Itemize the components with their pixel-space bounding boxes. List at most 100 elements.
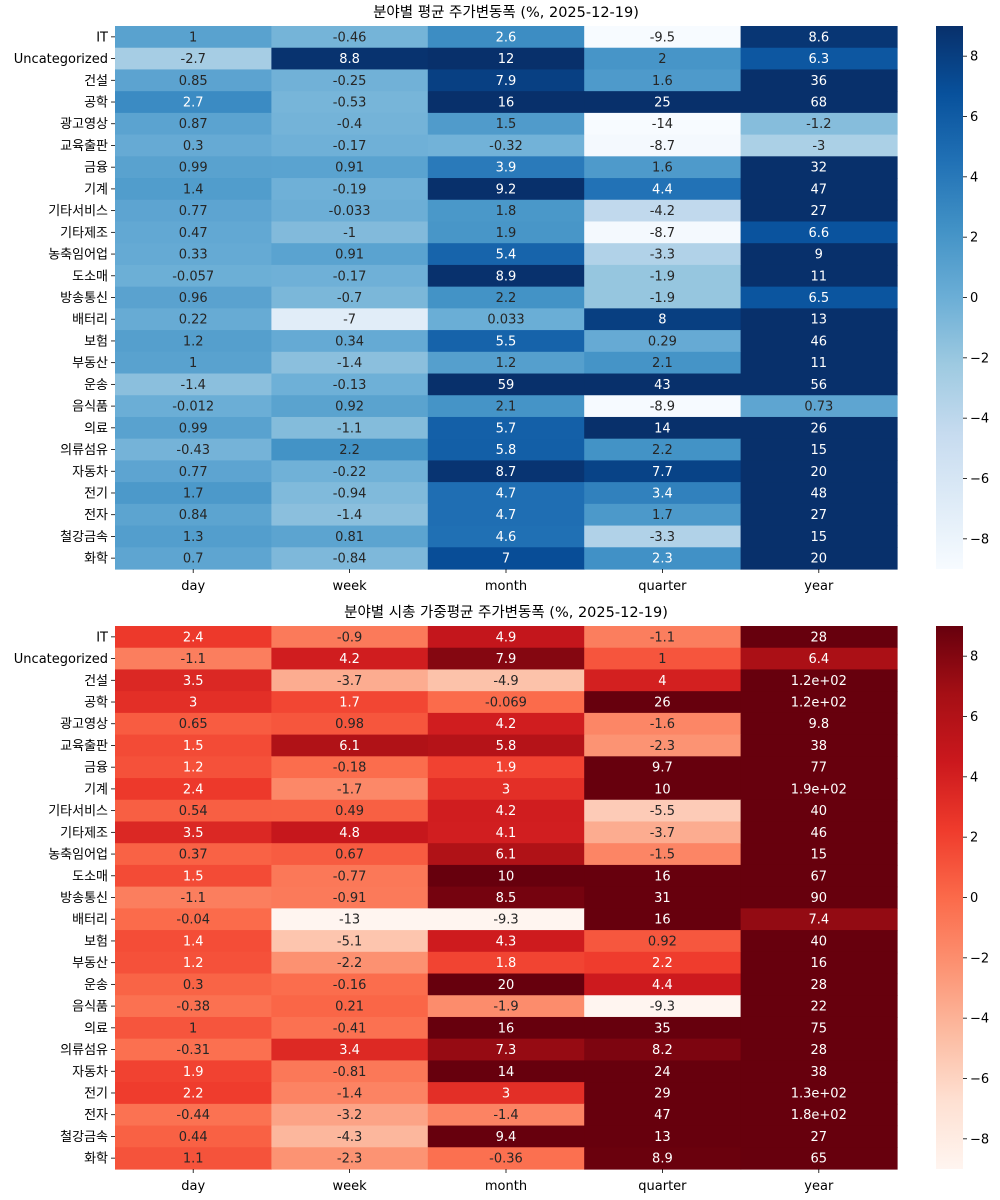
avg-cell-label: -1.4 — [337, 356, 362, 371]
wavg-cell-label: -2.3 — [337, 1152, 362, 1167]
wavg-cell-label: 1.9e+02 — [791, 782, 847, 797]
wavg-cell-label: 0.21 — [335, 1000, 364, 1015]
wavg-cell — [115, 691, 272, 714]
avg-cell-label: 0.77 — [179, 204, 208, 219]
wavg-column-label: quarter — [638, 1179, 687, 1194]
avg-cell — [115, 503, 272, 527]
avg-cell-label: 0.033 — [487, 313, 524, 328]
wavg-cell-label: 9.4 — [496, 1130, 517, 1145]
wavg-cell — [584, 930, 742, 953]
avg-cell — [584, 178, 742, 201]
avg-cell-label: 43 — [654, 378, 671, 393]
wavg-cell-label: 8.2 — [652, 1043, 673, 1058]
wavg-cell-label: 35 — [654, 1021, 671, 1036]
avg-cell — [427, 547, 585, 570]
avg-cell-label: 11 — [811, 269, 828, 284]
wavg-cell — [115, 995, 272, 1018]
avg-cell — [427, 264, 585, 288]
avg-row-label: 의료 — [84, 421, 108, 436]
avg-cell — [427, 156, 585, 179]
wavg-cell-label: 4.2 — [496, 804, 517, 819]
avg-cell-label: -3 — [812, 139, 825, 154]
avg-cell — [740, 221, 898, 244]
wavg-cell-label: 26 — [654, 696, 671, 711]
wavg-cell — [740, 930, 898, 953]
wavg-cell-label: -5.5 — [650, 804, 675, 819]
wavg-cell-label: 16 — [811, 956, 828, 971]
wavg-cell-label: 16 — [498, 1021, 515, 1036]
avg-cell — [584, 460, 742, 483]
wavg-cell-label: -0.9 — [337, 630, 362, 645]
avg-cell — [740, 26, 898, 49]
avg-cell — [584, 47, 742, 71]
wavg-cell — [271, 843, 429, 866]
wavg-cell-label: -4.3 — [337, 1130, 362, 1145]
wavg-cells: 2.4 -0.9 4.9 -1.1 28 -1.1 4.2 7.9 1 6.4 3.5 -3.7 -4.… — [115, 626, 898, 1170]
avg-cell — [740, 286, 898, 309]
wavg-cell — [740, 756, 898, 779]
wavg-cell — [427, 1147, 585, 1170]
avg-cell-label: 4.7 — [496, 486, 517, 501]
avg-cell-label: -1.2 — [806, 117, 831, 132]
avg-cell — [584, 482, 742, 505]
avg-cell-label: 0.29 — [648, 334, 677, 349]
avg-cell — [740, 438, 898, 461]
wavg-cell-label: 1.2e+02 — [791, 674, 847, 689]
wavg-cell-label: 24 — [654, 1065, 671, 1080]
wavg-cell — [584, 626, 742, 649]
wavg-colorbar-tick-label: 6 — [970, 710, 978, 725]
avg-cell — [115, 69, 272, 92]
avg-cell-label: -0.057 — [172, 269, 214, 284]
avg-row-label: 도소매 — [72, 269, 108, 284]
avg-cell — [584, 199, 742, 223]
wavg-column-label: year — [804, 1179, 834, 1194]
avg-cell-label: -1.1 — [337, 421, 362, 436]
avg-cell-label: 0.96 — [179, 291, 208, 306]
wavg-cell — [427, 1038, 585, 1061]
avg-cell — [584, 438, 742, 461]
wavg-cell-label: -1.7 — [337, 782, 362, 797]
wavg-cell — [427, 626, 585, 649]
avg-cell-label: 46 — [811, 334, 828, 349]
avg-cell-label: 2 — [658, 52, 666, 67]
wavg-cell-label: -0.36 — [489, 1152, 523, 1167]
avg-cell-label: -0.033 — [329, 204, 371, 219]
avg-colorbar-tick-label: 8 — [970, 50, 978, 65]
avg-cell-label: 2.2 — [652, 443, 673, 458]
avg-row-label: 보험 — [84, 334, 108, 349]
avg-cell — [271, 395, 429, 418]
wavg-cell-label: 3 — [189, 696, 197, 711]
heatmap-average-change: 분야별 평균 주가변동폭 (%, 2025-12-19)1 -0.46 2.6 -9.… — [14, 4, 989, 594]
wavg-cell-label: -3.7 — [337, 674, 362, 689]
avg-cell — [584, 134, 742, 157]
wavg-cell — [271, 756, 429, 779]
avg-cell-label: 0.91 — [335, 248, 364, 263]
avg-row-label: 기계 — [84, 182, 108, 197]
avg-cell — [115, 264, 272, 288]
avg-row-label: 화학 — [84, 552, 108, 567]
wavg-cell-label: 28 — [811, 978, 828, 993]
avg-cell-label: 0.81 — [335, 530, 364, 545]
wavg-cell-label: 46 — [811, 826, 828, 841]
wavg-cell — [427, 886, 585, 909]
avg-cell-label: 0.3 — [183, 139, 204, 154]
wavg-cell — [740, 799, 898, 823]
avg-cell-label: 8 — [658, 313, 666, 328]
avg-cell — [584, 330, 742, 353]
avg-cell-label: 20 — [811, 552, 828, 567]
avg-cell-label: 8.6 — [808, 30, 829, 45]
wavg-cell — [427, 930, 585, 953]
avg-cell — [427, 351, 585, 375]
wavg-cell-label: -13 — [339, 913, 360, 928]
avg-cell-label: -0.46 — [333, 30, 367, 45]
avg-cell-label: -1.9 — [650, 291, 675, 306]
wavg-cell-label: 0.37 — [179, 848, 208, 863]
avg-cell — [427, 460, 585, 483]
wavg-cell — [740, 886, 898, 909]
wavg-cell — [740, 995, 898, 1018]
wavg-cell — [584, 821, 742, 844]
wavg-cell-label: 77 — [811, 761, 828, 776]
avg-row-label: 철강금속 — [60, 530, 108, 545]
avg-cell — [427, 308, 585, 331]
wavg-cell-label: 75 — [811, 1021, 828, 1036]
